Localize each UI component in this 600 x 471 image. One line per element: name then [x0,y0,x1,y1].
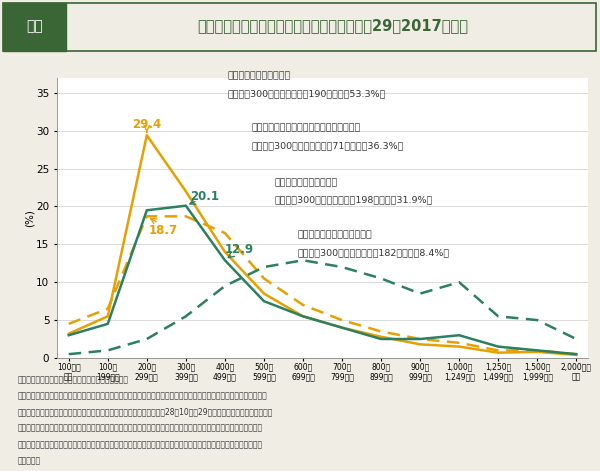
Text: 単独世帯（世帯主男性）: 単独世帯（世帯主男性） [274,178,337,187]
Text: （備考）１．総務省「就業構造基本調査」より作成。: （備考）１．総務省「就業構造基本調査」より作成。 [18,376,129,385]
Text: の配偶者及びその他の親族世帯員が通常得ている過去１年間（平成28年10月～29年９月）の収入（税込み額）の: の配偶者及びその他の親族世帯員が通常得ている過去１年間（平成28年10月～29年… [18,408,273,417]
Text: ２．「世帯主が就業している世帯」とは、世帯主が「仕事が主」である世帯のこと。「世帯所得」とは、世帯主、世帯主: ２．「世帯主が就業している世帯」とは、世帯主が「仕事が主」である世帯のこと。「世… [18,392,268,401]
Text: 単独世帯以外（世帯主女性）：母子世帯等: 単独世帯以外（世帯主女性）：母子世帯等 [251,124,360,133]
Text: 単独世帯（世帯主女性）: 単独世帯（世帯主女性） [228,71,291,80]
Y-axis label: (%): (%) [25,209,35,227]
Text: 12.9: 12.9 [225,244,254,257]
Text: 29.4: 29.4 [132,119,161,131]
Text: 20.1: 20.1 [190,190,219,203]
Text: 図４: 図４ [26,19,43,33]
Text: 世帯所得300万円未満世帯：198万世帯（31.9%）: 世帯所得300万円未満世帯：198万世帯（31.9%） [274,195,433,204]
Text: 合計をいう。なお、年金、恩給など定期的に得られる収入は含めるが、土地、家屋や証券などの財産の売却によっ: 合計をいう。なお、年金、恩給など定期的に得られる収入は含めるが、土地、家屋や証券… [18,424,263,433]
Text: 単独世帯以外（世帯主男性）: 単独世帯以外（世帯主男性） [297,231,372,240]
Text: 世帯主が就業している世帯の所得分布（平成29（2017）年）: 世帯主が就業している世帯の所得分布（平成29（2017）年） [197,18,469,33]
Text: 世帯所得300万円未満世帯：71万世帯（36.3%）: 世帯所得300万円未満世帯：71万世帯（36.3%） [251,141,403,150]
Text: 18.7: 18.7 [149,224,178,237]
FancyBboxPatch shape [3,3,66,51]
Text: 世帯所得300万円未満世帯：182万世帯（8.4%）: 世帯所得300万円未満世帯：182万世帯（8.4%） [297,248,449,257]
Text: ない。: ない。 [18,456,41,465]
Text: 世帯所得300万円未満世帯：190万世帯（53.3%）: 世帯所得300万円未満世帯：190万世帯（53.3%） [228,89,386,98]
Text: て得た収入、預貯金の引き出しなど所有財産を現金化したものや、相続、贈与、退職金などの臨時的な収入は含ま: て得た収入、預貯金の引き出しなど所有財産を現金化したものや、相続、贈与、退職金な… [18,440,263,449]
